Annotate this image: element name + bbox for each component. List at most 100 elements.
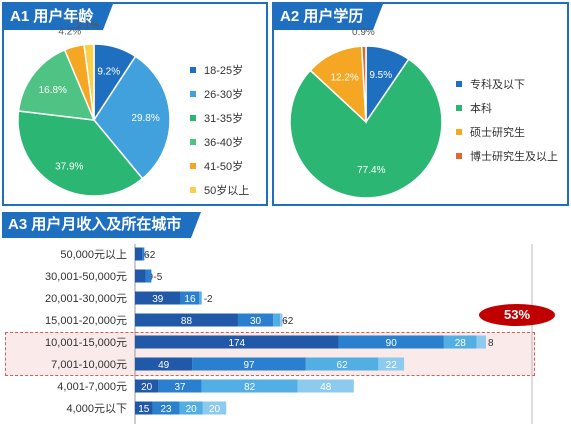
legend-swatch [190, 91, 196, 97]
bar-value-label: 62 [337, 360, 349, 371]
bar-value-label: 88 [181, 316, 193, 327]
panel-user-age: A1 用户年龄 9.2% 29.8% 37.9% 16.8% 4.2% 2.1% 18-2… [2, 2, 268, 206]
legend-swatch [190, 163, 196, 169]
legend-label: 50岁以上 [204, 185, 250, 197]
bar-value-label: -2 [146, 250, 155, 261]
bar-segment [135, 379, 159, 393]
bar-value-label: -2 [204, 294, 213, 305]
category-label: 4,001-7,000元 [57, 381, 127, 393]
education-legend: 专科及以下本科硕士研究生博士研究生及以上 [456, 72, 558, 168]
bar-segment [135, 313, 238, 327]
legend-label: 专科及以下 [470, 79, 525, 91]
panel-title-education: A2 用户学历 [274, 4, 384, 30]
bar-value-label: 15 [138, 404, 150, 415]
bar-segment [192, 357, 306, 371]
bar-value-label: 23 [160, 404, 172, 415]
legend-swatch [456, 81, 462, 87]
bar-value-label: 174 [228, 338, 245, 349]
slice-label: 12.2% [330, 73, 358, 84]
bar-segment [152, 401, 180, 415]
bar-segment [443, 335, 477, 349]
bar-value-label: 39 [152, 294, 164, 305]
bar-value-label: 30 [250, 316, 262, 327]
legend-item: 26-30岁 [190, 82, 249, 106]
pie-slice [289, 58, 443, 199]
bar-segment [135, 401, 153, 415]
bar-segment [237, 313, 274, 327]
category-label: 30,001-50,000元 [45, 271, 127, 283]
legend-swatch [456, 153, 462, 159]
bar-value-label: -5 [153, 272, 162, 283]
bar-value-label: 6 [144, 250, 150, 261]
percentage-badge: 53% [479, 304, 555, 326]
panel-user-education: A2 用户学历 9.5% 77.4% 12.2% 0.9% 专科及以下本科硕士研究生博… [272, 2, 569, 206]
legend-swatch [190, 67, 196, 73]
legend-swatch [190, 139, 196, 145]
bar-segment [280, 313, 283, 327]
bar-value-label: 28 [455, 338, 467, 349]
slice-label: 4.2% [58, 26, 81, 37]
slice-label: 16.8% [39, 85, 67, 96]
bar-value-label: -2 [284, 316, 293, 327]
panel-income: A3 用户月收入及所在城市 50,000元以上 6 -2 30,001-50,000元… [2, 212, 569, 425]
legend-item: 18-25岁 [190, 58, 249, 82]
bar-segment [135, 247, 143, 261]
category-label: 7,001-10,000元 [51, 359, 127, 371]
legend-item: 36-40岁 [190, 130, 249, 154]
bar-segment [378, 357, 405, 371]
bar-segment [145, 269, 152, 283]
bar-value-label: 49 [158, 360, 170, 371]
legend-label: 31-35岁 [204, 113, 244, 125]
legend-label: 36-40岁 [204, 137, 244, 149]
age-legend: 18-25岁 26-30岁 31-35岁 36-40岁 41-50岁 50岁以上 [190, 58, 249, 202]
bar-segment [273, 313, 281, 327]
bar-value-label: 6 [282, 316, 288, 327]
slice-label: 0.9% [352, 27, 375, 38]
bar-value-label: 82 [244, 382, 256, 393]
legend-swatch [190, 187, 196, 193]
pie-slice [83, 43, 95, 121]
legend-item: 专科及以下 [456, 72, 558, 96]
bar-value-label: 22 [386, 360, 398, 371]
bar-segment [338, 335, 444, 349]
pie-slice [309, 45, 367, 124]
income-bar-chart: 50,000元以上6-230,001-50,000元9-520,001-30,0… [45, 244, 533, 424]
bar-segment [297, 379, 354, 393]
bar-value-label: 20 [209, 404, 221, 415]
bar-value-label: 8 [488, 338, 494, 349]
legend-swatch [456, 129, 462, 135]
bar-segment [199, 291, 202, 305]
category-label: 10,001-15,000元 [45, 337, 127, 349]
bar-segment [201, 379, 298, 393]
age-pie-chart: 9.2% 29.8% 37.9% 16.8% 4.2%2.1% [17, 20, 171, 197]
legend-label: 26-30岁 [204, 89, 244, 101]
slice-label: 2.1% [76, 20, 99, 31]
legend-label: 硕士研究生 [470, 127, 525, 139]
bar-segment [180, 291, 200, 305]
legend-swatch [456, 105, 462, 111]
slice-label: 37.9% [55, 161, 83, 172]
bar-segment [476, 335, 486, 349]
bar-value-label: 48 [320, 382, 332, 393]
pie-slice [360, 45, 367, 123]
legend-swatch [190, 115, 196, 121]
legend-item: 50岁以上 [190, 178, 249, 202]
bar-segment [135, 357, 193, 371]
legend-label: 本科 [470, 103, 492, 115]
slice-label: 9.5% [369, 70, 392, 81]
panel-title-income: A3 用户月收入及所在城市 [2, 212, 202, 238]
bar-value-label: 37 [174, 382, 186, 393]
bar-segment [135, 291, 181, 305]
legend-item: 本科 [456, 96, 558, 120]
slice-label: 77.4% [357, 165, 385, 176]
category-label: 4,000元以下 [66, 403, 127, 415]
bar-segment [142, 247, 145, 261]
legend-label: 博士研究生及以上 [470, 151, 558, 163]
bar-segment [135, 335, 339, 349]
legend-item: 31-35岁 [190, 106, 249, 130]
category-label: 20,001-30,000元 [45, 293, 127, 305]
pie-slice [17, 48, 96, 121]
bar-segment [305, 357, 379, 371]
bar-segment [158, 379, 202, 393]
legend-item: 博士研究生及以上 [456, 144, 558, 168]
